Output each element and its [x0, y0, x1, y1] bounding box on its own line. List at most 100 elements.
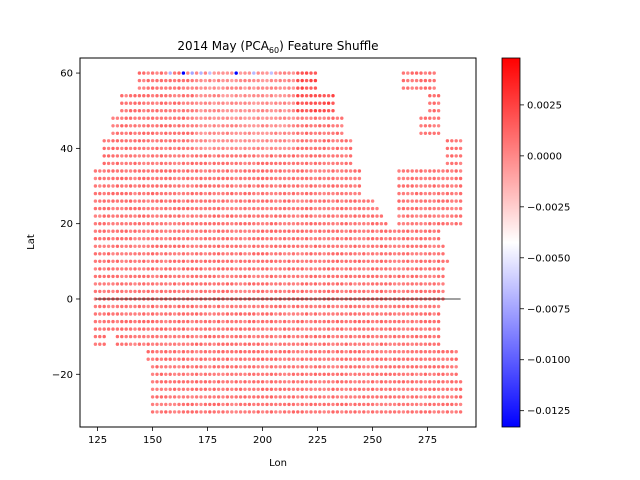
data-point — [199, 131, 203, 135]
data-point — [155, 101, 159, 105]
data-point — [384, 402, 388, 407]
data-point — [203, 380, 208, 384]
data-point — [181, 146, 186, 151]
data-point — [344, 312, 348, 316]
data-point — [221, 131, 225, 135]
data-point — [212, 350, 216, 354]
data-point — [252, 199, 256, 203]
data-point — [238, 267, 243, 271]
data-point — [309, 191, 313, 196]
data-point — [225, 342, 230, 346]
data-point — [208, 206, 212, 211]
data-point — [146, 244, 150, 248]
data-point — [142, 312, 146, 316]
data-point — [265, 199, 269, 203]
data-point — [230, 161, 234, 166]
data-point — [458, 214, 463, 218]
data-point — [111, 259, 115, 263]
data-point — [291, 334, 296, 339]
data-point — [164, 312, 168, 316]
data-point — [326, 402, 331, 407]
data-point — [291, 327, 296, 331]
data-point — [164, 387, 168, 391]
data-point — [216, 304, 221, 309]
data-point — [234, 161, 238, 166]
data-point — [194, 334, 199, 339]
data-point — [260, 342, 265, 346]
data-point — [155, 206, 159, 211]
data-point — [120, 206, 124, 211]
data-point — [164, 124, 168, 128]
data-point — [318, 319, 322, 324]
colorbar-tick-label: −0.0075 — [527, 304, 570, 315]
data-point — [428, 350, 432, 354]
data-point — [137, 101, 142, 105]
data-point — [287, 214, 291, 218]
data-point — [340, 237, 344, 241]
data-point — [410, 252, 414, 256]
data-point — [300, 191, 304, 196]
data-point — [432, 274, 436, 279]
data-point — [216, 229, 221, 233]
data-point — [247, 380, 252, 384]
data-point — [137, 154, 142, 158]
data-point — [225, 402, 230, 407]
data-point — [331, 109, 335, 113]
data-point — [265, 380, 269, 384]
data-point — [106, 222, 111, 226]
data-point — [260, 154, 265, 158]
data-point — [296, 244, 300, 248]
data-point — [388, 237, 392, 241]
data-point — [436, 229, 441, 233]
data-point — [124, 161, 128, 166]
data-point — [287, 252, 291, 256]
data-point — [172, 304, 177, 309]
data-point — [137, 214, 142, 218]
data-point — [155, 274, 159, 279]
data-point — [322, 289, 326, 294]
data-point — [401, 327, 406, 331]
data-point — [366, 350, 370, 354]
data-point — [348, 252, 353, 256]
data-point — [419, 380, 423, 384]
data-point — [304, 312, 309, 316]
data-point — [252, 365, 256, 369]
data-point — [313, 350, 318, 354]
data-point — [313, 342, 318, 346]
data-point — [318, 116, 322, 120]
colorbar-ticks: 0.00250.0000−0.0025−0.0050−0.0075−0.0100… — [520, 100, 570, 417]
data-point — [326, 169, 331, 173]
data-point — [335, 139, 340, 143]
data-point — [181, 387, 186, 391]
data-point — [199, 387, 203, 391]
data-point — [203, 312, 208, 316]
data-point — [331, 229, 335, 233]
data-point — [331, 289, 335, 294]
data-point — [265, 154, 269, 158]
data-point — [216, 184, 221, 188]
data-point — [164, 334, 168, 339]
data-point — [291, 365, 296, 369]
data-point — [366, 410, 370, 414]
data-point — [265, 101, 269, 105]
data-point — [115, 327, 120, 331]
data-point — [423, 191, 428, 196]
data-point — [419, 191, 423, 196]
data-point — [252, 71, 256, 75]
data-point — [432, 176, 436, 181]
data-point — [221, 274, 225, 279]
data-point — [322, 161, 326, 166]
data-point — [397, 304, 401, 309]
data-point — [208, 282, 212, 286]
data-point — [234, 139, 238, 143]
data-point — [190, 101, 194, 105]
data-point — [304, 334, 309, 339]
data-point — [256, 327, 260, 331]
data-point — [388, 410, 392, 414]
data-point — [397, 387, 401, 391]
data-point — [265, 146, 269, 151]
data-point — [120, 252, 124, 256]
data-point — [150, 131, 155, 135]
data-point — [370, 289, 375, 294]
data-point — [212, 206, 216, 211]
